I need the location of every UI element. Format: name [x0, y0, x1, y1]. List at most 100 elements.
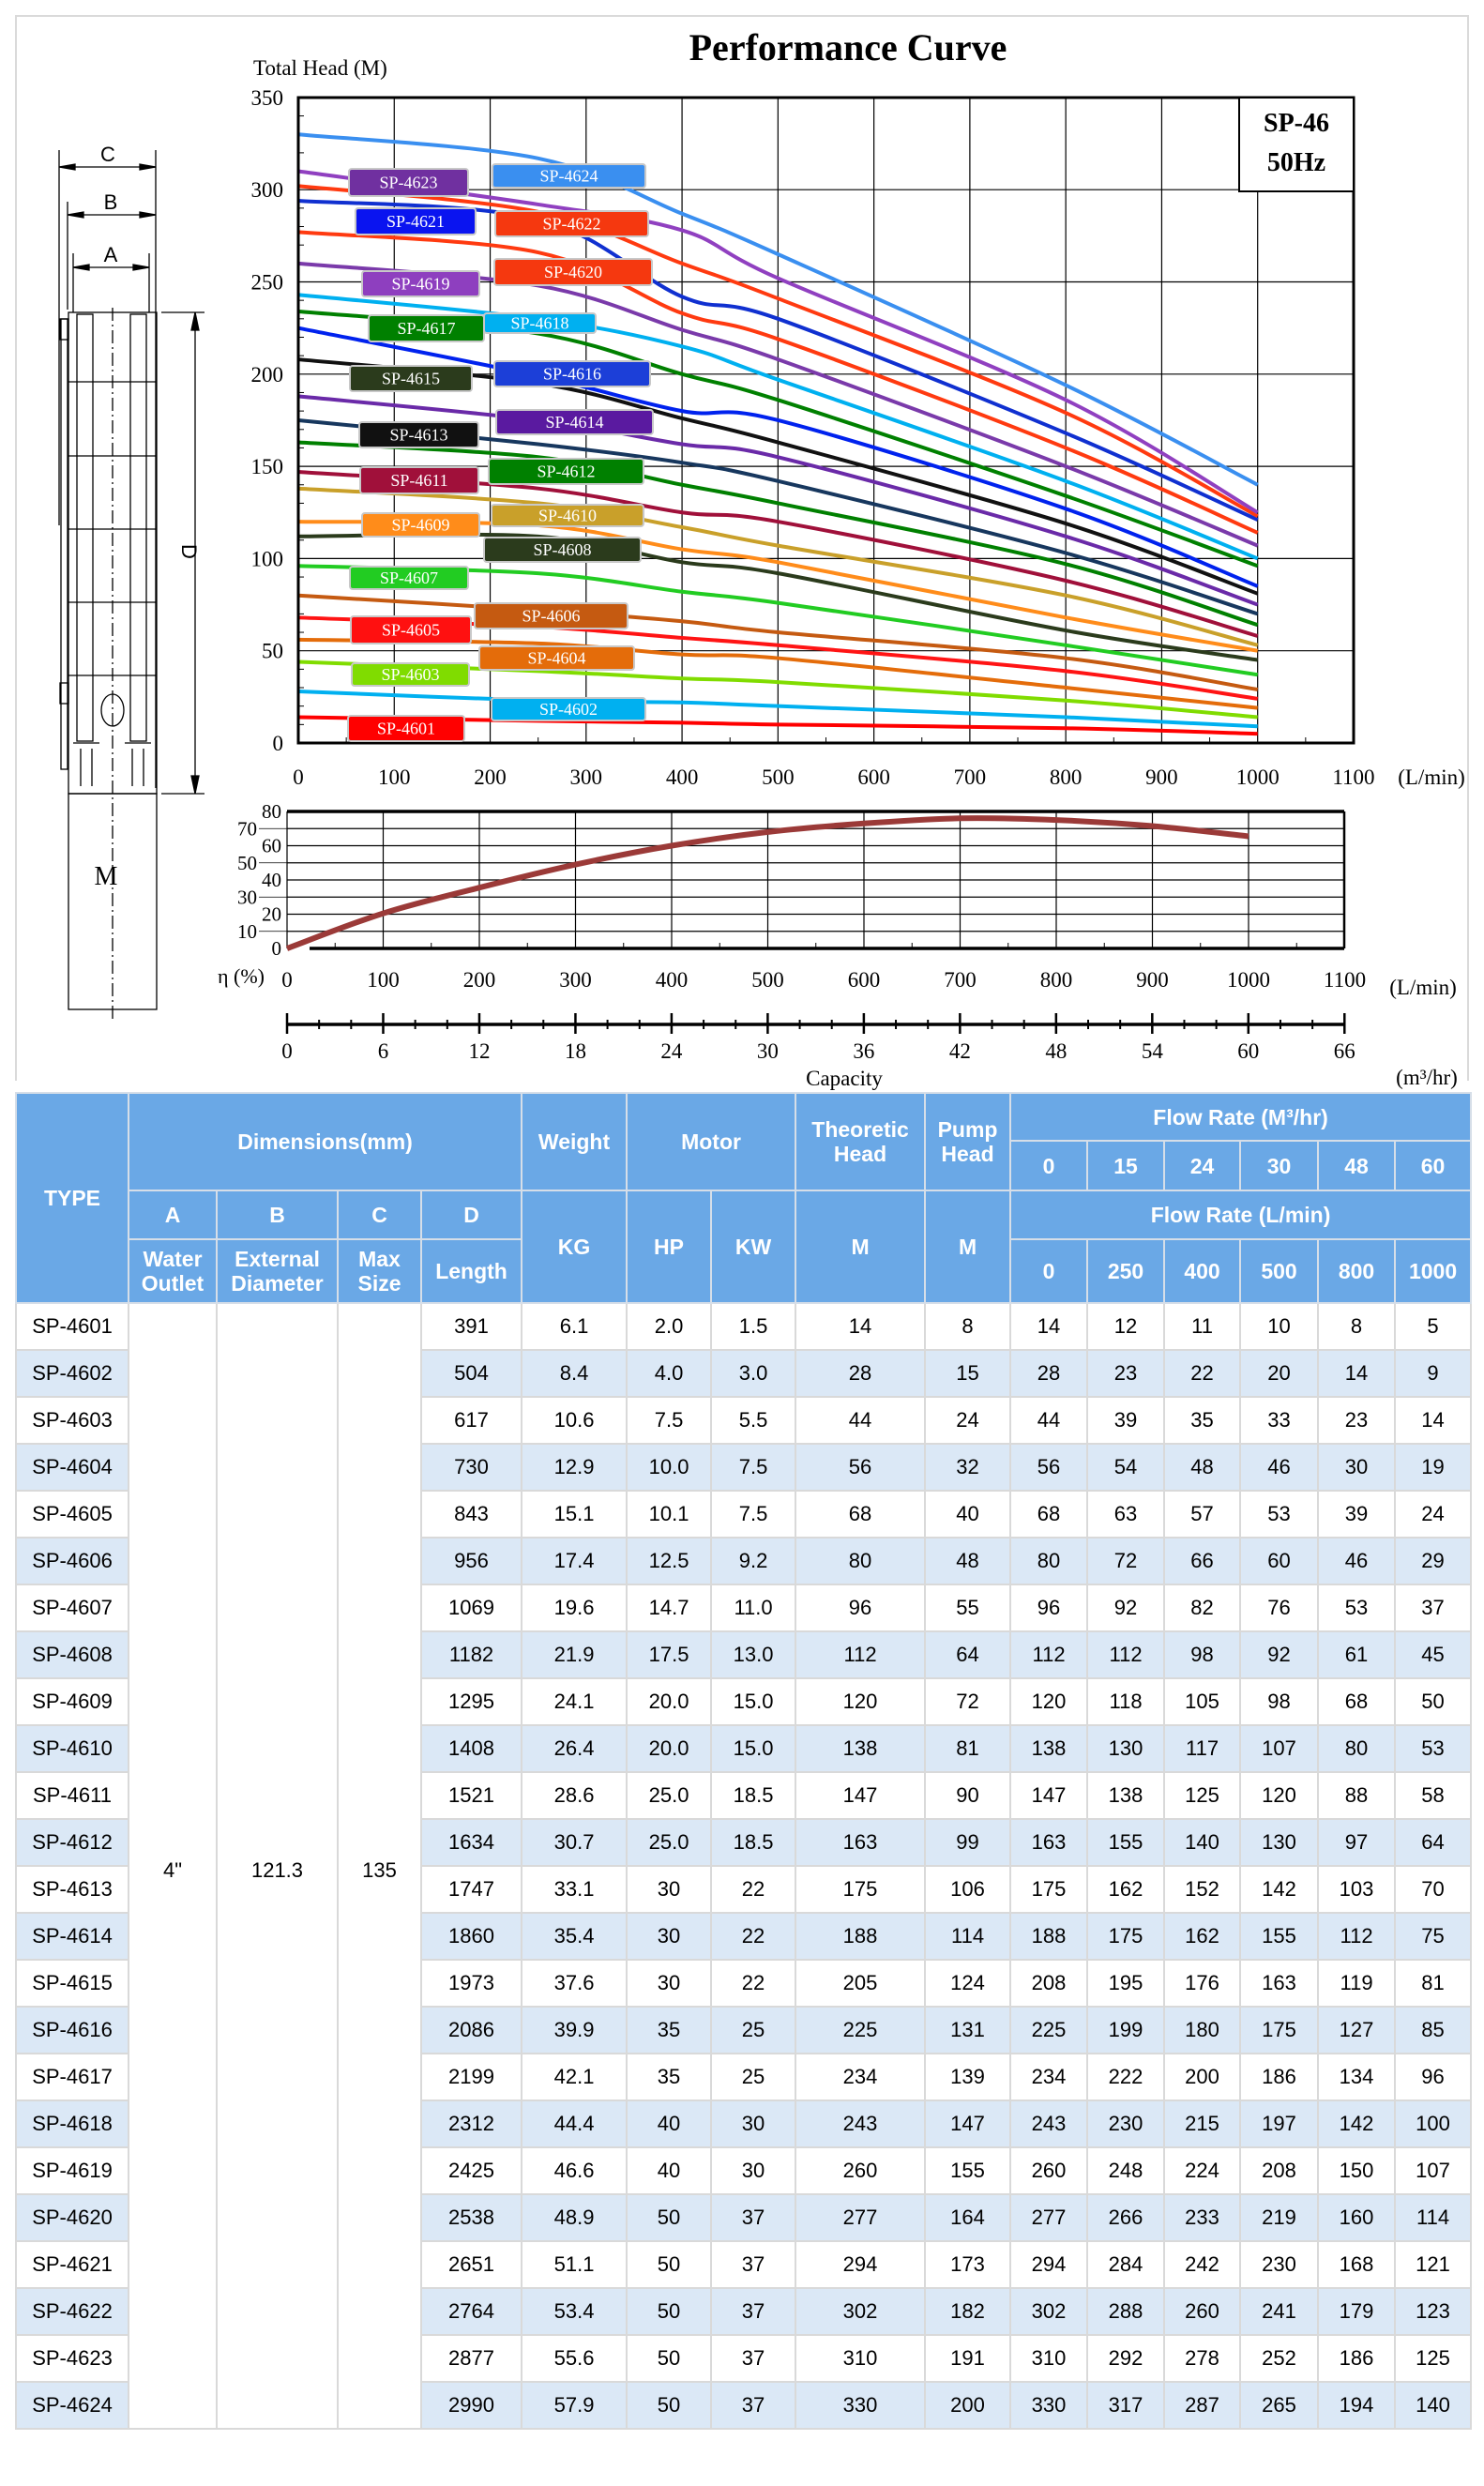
curve-sp-4614 [297, 394, 1259, 607]
curve-label-box [351, 662, 470, 687]
value-cell: 2086 [419, 2006, 523, 2054]
capacity-tick-label: 30 [757, 1039, 779, 1063]
value-cell: 118 [1086, 1677, 1166, 1726]
table-row: SP-4617 2199 42.1 35 25 234 139 234 222 200 186 134… [15, 2053, 1473, 2101]
value-cell: 15.0 [710, 1677, 797, 1726]
curve-label: SP-4624 [539, 167, 598, 186]
capacity-tick-label: 12 [468, 1039, 490, 1063]
value-cell: 112 [1009, 1630, 1089, 1679]
value-cell: 96 [1009, 1584, 1089, 1632]
value-cell: 18.5 [710, 1771, 797, 1820]
value-cell: 200 [1163, 2053, 1242, 2101]
value-cell: 35 [1163, 1396, 1242, 1445]
value-cell: 208 [1239, 2146, 1320, 2195]
value-cell: 160 [1317, 2193, 1397, 2242]
curve-label: SP-4611 [390, 471, 447, 490]
value-cell: 72 [924, 1677, 1012, 1726]
header-b: B [216, 1190, 339, 1240]
header-type: TYPE [15, 1092, 129, 1304]
value-cell: 142 [1317, 2099, 1397, 2148]
eff-x-tick-label: 200 [463, 968, 496, 992]
table-row: SP-4609 1295 24.1 20.0 15.0 120 72 120 118 105 98 6… [15, 1677, 1473, 1726]
curve-label: SP-4620 [544, 263, 602, 281]
efficiency-curve [285, 815, 1249, 951]
value-cell: 25 [710, 2006, 797, 2054]
capacity-tick-label: 60 [1237, 1039, 1259, 1063]
value-cell: 103 [1317, 1865, 1397, 1914]
value-cell: 147 [924, 2099, 1012, 2148]
value-cell: 28.6 [521, 1771, 628, 1820]
curve-label-box [474, 602, 628, 629]
value-cell: 504 [419, 1349, 523, 1398]
eff-x-tick-label: 500 [751, 968, 784, 992]
value-cell: 12.9 [521, 1443, 628, 1492]
curve-label: SP-4608 [533, 540, 591, 559]
value-cell: 956 [419, 1537, 523, 1585]
type-cell: SP-4611 [15, 1771, 129, 1820]
value-cell: 317 [1086, 2381, 1166, 2430]
curve-label: SP-4613 [389, 426, 447, 445]
value-cell: 112 [1317, 1912, 1397, 1961]
value-cell: 25.0 [626, 1818, 713, 1867]
curve-label-box [349, 566, 469, 590]
value-cell: 182 [924, 2287, 1012, 2336]
value-cell: 617 [419, 1396, 523, 1445]
pump-dimension-drawing [58, 150, 204, 1023]
value-cell: 8 [1317, 1302, 1397, 1351]
value-cell: 30 [710, 2146, 797, 2195]
header-flow-m3-value: 0 [1009, 1140, 1089, 1191]
header-weight: Weight [521, 1092, 628, 1191]
value-cell: 277 [1009, 2193, 1089, 2242]
type-cell: SP-4603 [15, 1396, 129, 1445]
header-c: C [337, 1190, 422, 1240]
type-cell: SP-4621 [15, 2240, 129, 2289]
value-cell: 24.1 [521, 1677, 628, 1726]
value-cell: 175 [1086, 1912, 1166, 1961]
value-cell: 57.9 [521, 2381, 628, 2430]
value-cell: 82 [1163, 1584, 1242, 1632]
type-cell: SP-4617 [15, 2053, 129, 2101]
x-tick-label: 300 [570, 766, 603, 789]
value-cell: 25 [710, 2053, 797, 2101]
dimension-d-label: D [177, 544, 201, 559]
type-cell: SP-4610 [15, 1724, 129, 1773]
type-cell: SP-4615 [15, 1959, 129, 2008]
value-cell: 252 [1239, 2334, 1320, 2383]
value-cell: 1747 [419, 1865, 523, 1914]
type-cell: SP-4608 [15, 1630, 129, 1679]
value-cell: 292 [1086, 2334, 1166, 2383]
table-row: SP-4623 2877 55.6 50 37 310 191 310 292 278 252 186… [15, 2334, 1473, 2383]
header-flow-lmin-value: 500 [1239, 1238, 1320, 1304]
value-cell: 197 [1239, 2099, 1320, 2148]
value-cell: 96 [795, 1584, 927, 1632]
x-tick-label: 400 [666, 766, 699, 789]
performance-figure: C B A D M Performance Curve Total Head (… [58, 26, 1465, 1090]
value-cell: 8.4 [521, 1349, 628, 1398]
x-tick-label: 0 [293, 766, 304, 789]
eff-y-tick-label: 50 [237, 852, 257, 874]
value-cell: 48.9 [521, 2193, 628, 2242]
value-cell: 124 [924, 1959, 1012, 2008]
curve-label: SP-4606 [522, 607, 580, 626]
header-dimensions: Dimensions(mm) [127, 1092, 523, 1191]
value-cell: 260 [795, 2146, 927, 2195]
value-cell: 2425 [419, 2146, 523, 2195]
value-cell: 15.1 [521, 1490, 628, 1539]
value-cell: 162 [1086, 1865, 1166, 1914]
value-cell: 37 [710, 2240, 797, 2289]
curve-label: SP-4617 [397, 319, 455, 338]
value-cell: 163 [1239, 1959, 1320, 2008]
y-tick-label: 50 [262, 640, 283, 663]
value-cell: 20.0 [626, 1724, 713, 1773]
x-tick-label: 700 [954, 766, 987, 789]
value-cell: 32 [924, 1443, 1012, 1492]
value-cell: 188 [795, 1912, 927, 1961]
value-cell: 22 [710, 1912, 797, 1961]
value-cell: 260 [1009, 2146, 1089, 2195]
value-cell: 125 [1394, 2334, 1473, 2383]
y-tick-label: 300 [251, 178, 284, 202]
value-cell: 56 [795, 1443, 927, 1492]
value-cell: 98 [1163, 1630, 1242, 1679]
value-cell: 60 [1239, 1537, 1320, 1585]
value-cell: 88 [1317, 1771, 1397, 1820]
